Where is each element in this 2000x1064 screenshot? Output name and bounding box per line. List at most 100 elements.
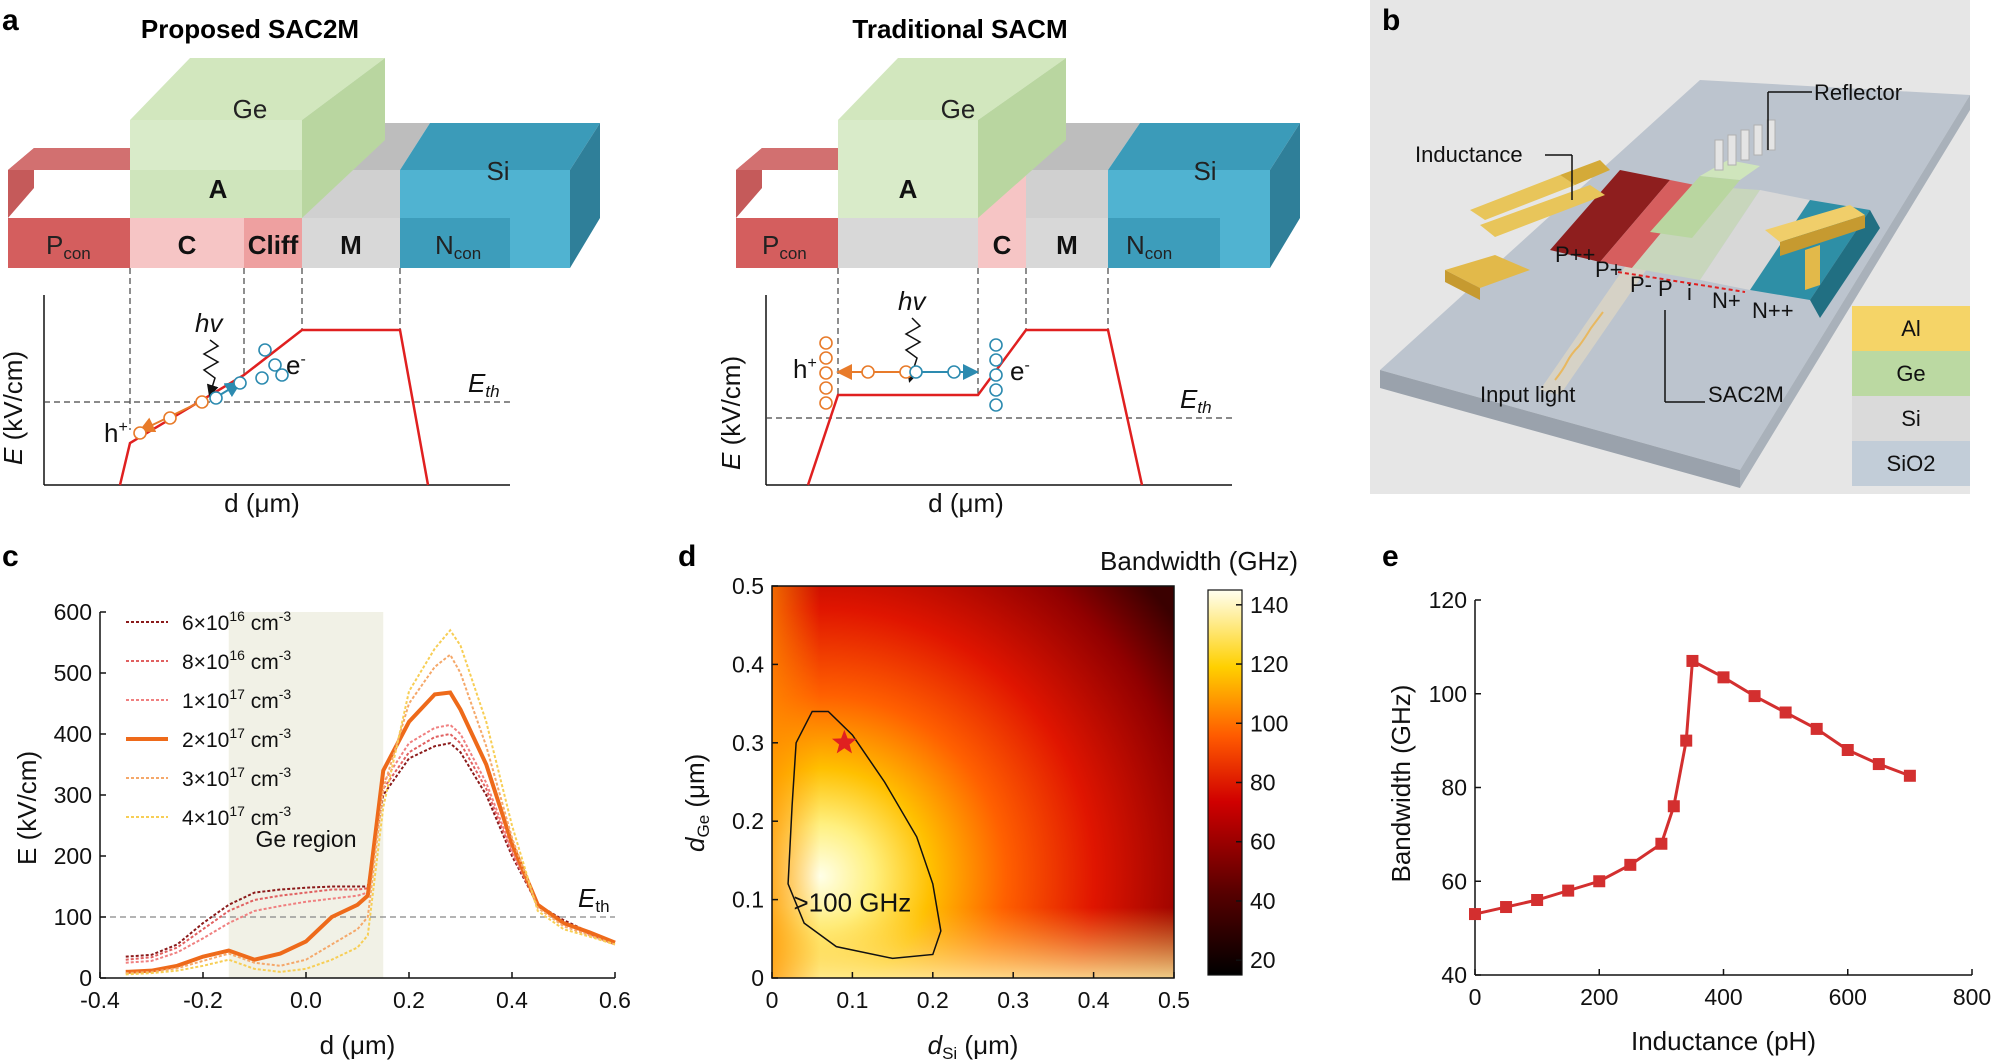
panel-d-label: d	[678, 540, 696, 573]
e-xtick-label: 400	[1704, 984, 1742, 1010]
sac2m-schematic: Proposed SAC2M Ge A Si Pcon C Cliff M Nc…	[0, 14, 600, 518]
material-legend: Al Ge Si SiO2	[1852, 306, 1970, 486]
c-xtick-label: -0.4	[80, 987, 120, 1013]
pcon-label: Pcon	[46, 230, 91, 263]
legend-label-ge: Ge	[1896, 361, 1925, 386]
e-xtick-label: 600	[1829, 984, 1867, 1010]
c-ytick-label: 300	[54, 782, 92, 808]
h-plus-label: h+	[104, 418, 128, 448]
e-data-point	[1680, 734, 1693, 747]
cliff-label: Cliff	[248, 230, 299, 260]
heatmap-left-glow	[772, 586, 1174, 978]
ncon-label-right: Ncon	[1126, 230, 1172, 263]
m-block	[302, 218, 400, 268]
d-xlabel: dSi (μm)	[928, 1030, 1019, 1063]
c-ylabel: E (kV/cm)	[12, 751, 42, 865]
d-xtick-label: 0.5	[1158, 987, 1190, 1013]
a-left-ylabel: E (kV/cm)	[0, 351, 28, 465]
c-xtick-label: 0.6	[599, 987, 631, 1013]
si-label-right: Si	[1193, 156, 1216, 186]
c-legend-label: 6×1016 cm-3	[182, 608, 291, 635]
c-xlabel: d (μm)	[320, 1030, 396, 1060]
d-ylabel: dGe (μm)	[680, 754, 713, 852]
c-series-line	[125, 732, 616, 961]
legend-swatch-ge	[1852, 351, 1970, 396]
c-series-line	[125, 628, 616, 976]
d-xtick-label: 0.3	[997, 987, 1029, 1013]
e-data-point	[1841, 744, 1854, 756]
e-data-point	[1717, 671, 1730, 684]
panel-b-label: b	[1382, 4, 1400, 37]
e-data-point	[1531, 894, 1544, 906]
e-ytick-label: 100	[1429, 681, 1467, 707]
contour-annotation: >100 GHz	[794, 887, 912, 917]
panel-c-label: c	[2, 540, 19, 573]
ncon-label: Ncon	[435, 230, 481, 263]
e-data-point	[1469, 908, 1481, 921]
legend-swatch-sio2	[1852, 441, 1970, 486]
colorbar-tick-label: 60	[1250, 829, 1276, 855]
colorbar-tick-label: 20	[1250, 947, 1276, 973]
e-minus-label-right: e-	[1010, 356, 1030, 386]
a-label-right: A	[899, 174, 918, 204]
i-label: i	[1687, 280, 1692, 305]
e-xtick-label: 0	[1469, 984, 1482, 1010]
c-ytick-label: 600	[54, 599, 92, 625]
legend-swatch-al	[1852, 306, 1970, 351]
pcon-block	[8, 218, 130, 268]
d-ytick-label: 0	[751, 965, 764, 991]
hv-label: hv	[195, 308, 224, 338]
e-data-point	[1593, 875, 1606, 888]
c-xtick-label: 0.0	[290, 987, 322, 1013]
ge-region-label: Ge region	[255, 826, 356, 852]
e-data-point	[1810, 722, 1823, 735]
si-label: Si	[486, 156, 509, 186]
d-frame	[771, 585, 1175, 979]
colorbar-tick-label: 140	[1250, 592, 1288, 618]
c-ytick-label: 500	[54, 660, 92, 686]
a-right-ylabel: E (kV/cm)	[716, 356, 746, 470]
input-light-label: Input light	[1480, 382, 1575, 407]
colorbar-title: Bandwidth (GHz)	[1100, 546, 1298, 576]
p-plus-plus-label: P++	[1555, 242, 1595, 267]
ge-label: Ge	[233, 94, 268, 124]
e-ytick-label: 40	[1441, 962, 1467, 988]
e-ytick-label: 80	[1441, 775, 1467, 801]
m-label-right: M	[1056, 230, 1078, 260]
c-ytick-label: 0	[79, 965, 92, 991]
hv-label-right: hv	[898, 286, 927, 316]
e-ytick-label: 60	[1441, 868, 1467, 894]
d-ytick-label: 0.2	[732, 808, 764, 834]
cliff-block	[244, 218, 302, 268]
e-ylabel: Bandwidth (GHz)	[1386, 685, 1416, 883]
peak-star	[831, 729, 857, 754]
panel-e-chart: e 0 200 400 600 800 40 60 80 100 120 Inductance (p…	[1382, 540, 1991, 1056]
c-xtick-label: 0.4	[496, 987, 528, 1013]
colorbar-tick-label: 120	[1250, 651, 1288, 677]
e-data-point	[1779, 706, 1792, 719]
colorbar-tick-label: 100	[1250, 710, 1288, 736]
c-ytick-label: 200	[54, 843, 92, 869]
legend-swatch-si	[1852, 396, 1970, 441]
ge-label-right: Ge	[941, 94, 976, 124]
panel-e-label: e	[1382, 540, 1399, 573]
c-ytick-label: 100	[54, 904, 92, 930]
e-xtick-label: 200	[1580, 984, 1618, 1010]
eth-label: Eth	[468, 368, 500, 401]
c-block	[130, 218, 244, 268]
n-plus-plus-label: N++	[1752, 298, 1794, 323]
e-xtick-label: 800	[1953, 984, 1991, 1010]
c-xtick-label: 0.2	[393, 987, 425, 1013]
d-xtick-label: 0	[766, 987, 779, 1013]
legend-label-si: Si	[1901, 406, 1921, 431]
e-data-point	[1748, 690, 1761, 703]
c-label: C	[178, 230, 197, 260]
e-data-point	[1500, 901, 1513, 914]
contour-100ghz	[787, 710, 942, 960]
e-data-point	[1667, 800, 1680, 813]
a-right-xlabel: d (μm)	[928, 488, 1004, 518]
e-minus-label: e-	[286, 350, 306, 380]
pcon-label-right: Pcon	[762, 230, 807, 263]
c-xtick-label: -0.2	[183, 987, 223, 1013]
